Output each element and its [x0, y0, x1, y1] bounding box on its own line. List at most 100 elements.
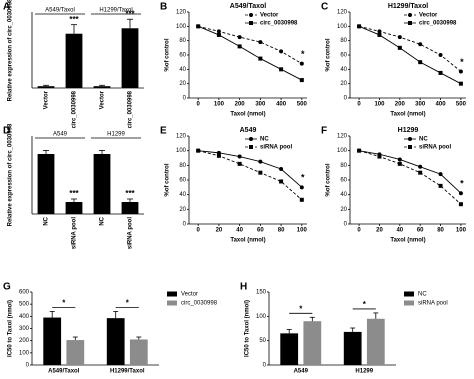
x-tick-label: 100: [214, 102, 225, 108]
y-tick-label: 80: [340, 38, 347, 44]
y-tick-label: 80: [179, 38, 186, 44]
data-point: [237, 35, 242, 40]
data-point: [258, 170, 263, 175]
panel-label: B: [160, 2, 167, 13]
data-point: [237, 154, 242, 159]
data-point: [258, 56, 263, 61]
series-line: [198, 25, 303, 81]
data-point: [258, 159, 263, 164]
panel-label: E: [160, 126, 167, 137]
legend-marker: [249, 137, 253, 141]
data-point: [397, 45, 402, 50]
chart-title: H1299/Taxol: [388, 3, 428, 10]
bar: [129, 339, 148, 365]
x-axis-label: Taxol (nmol): [230, 238, 265, 244]
data-point: [237, 44, 242, 49]
bar: [66, 340, 85, 365]
data-point: [438, 53, 443, 57]
x-tick-label: 20: [216, 228, 223, 234]
panel-label: G: [3, 282, 11, 293]
data-point: [438, 70, 443, 75]
legend-marker: [408, 137, 412, 141]
legend-marker: [249, 13, 253, 17]
data-point: [418, 42, 423, 47]
x-tick-label: 40: [236, 228, 243, 234]
y-tick-label: 120: [176, 134, 187, 140]
y-tick-label: 300: [19, 326, 30, 332]
data-point: [458, 81, 463, 86]
y-tick-label: 80: [340, 163, 347, 169]
x-tick-label: Vector: [100, 90, 106, 109]
legend-label: siRNA pool: [260, 145, 292, 151]
y-tick-label: 60: [179, 178, 186, 184]
y-tick-label: 40: [179, 67, 186, 73]
bar: [106, 318, 125, 365]
y-tick-label: 0: [183, 222, 187, 228]
panel-label: C: [321, 2, 328, 13]
data-point: [216, 32, 221, 37]
data-point: [299, 61, 304, 66]
bar: [343, 331, 362, 365]
bar: [37, 86, 55, 88]
y-tick-label: 20: [340, 207, 347, 213]
x-tick-label: 60: [257, 228, 264, 234]
x-tick-label: 300: [255, 102, 266, 108]
data-point: [258, 40, 263, 45]
data-point: [397, 157, 402, 162]
x-tick-label: Vector: [44, 90, 50, 109]
series-line: [358, 25, 462, 72]
y-axis-label: Relative expression of circ_0030998: [8, 123, 14, 226]
x-tick-label: 80: [437, 228, 444, 234]
bar: [93, 86, 111, 88]
y-tick-label: 20: [340, 81, 347, 87]
legend-marker: [408, 145, 412, 149]
series-line: [198, 150, 303, 188]
x-tick-label: 60: [417, 228, 424, 234]
annotation: *: [299, 304, 303, 313]
group-label: A549: [53, 132, 68, 138]
legend-swatch: [404, 300, 414, 306]
x-tick-label: 500: [456, 102, 467, 108]
data-point: [237, 161, 242, 166]
y-tick-label: 40: [340, 192, 347, 198]
data-point: [377, 29, 382, 34]
x-tick-label: 80: [278, 228, 285, 234]
x-tick-label: 100: [297, 228, 308, 234]
annotation: *: [62, 299, 66, 308]
data-point: [458, 202, 463, 207]
legend-label: Vector: [419, 13, 438, 19]
y-tick-label: 120: [337, 10, 348, 16]
y-tick-label: 400: [19, 314, 30, 320]
y-axis-label: %of control: [326, 163, 332, 196]
data-point: [418, 170, 423, 175]
legend-swatch: [167, 300, 177, 306]
series-line: [198, 150, 303, 201]
data-point: [458, 191, 463, 196]
series-line: [198, 25, 303, 64]
y-tick-label: 100: [176, 24, 187, 30]
y-axis-label: Relative expression of circ_0030998: [8, 0, 14, 101]
group-label: H1299: [107, 132, 125, 138]
legend-label: NC: [418, 292, 427, 298]
y-tick-label: 0: [183, 96, 187, 102]
y-tick-label: 0: [26, 363, 30, 369]
y-axis-label: IC50 to Taxol (nmol): [245, 300, 251, 357]
x-tick-label: 0: [197, 228, 201, 234]
x-tick-label: NC: [44, 216, 50, 225]
x-tick-label: circ_0030998: [72, 90, 78, 128]
annotation: *: [460, 57, 464, 67]
y-tick-label: 100: [337, 148, 348, 154]
legend-swatch: [167, 291, 177, 297]
annotation: ***: [69, 189, 79, 198]
x-tick-label: circ_0030998: [128, 90, 134, 128]
x-tick-label: 40: [396, 228, 403, 234]
panel-label: H: [240, 282, 247, 293]
annotation: *: [460, 179, 464, 189]
x-tick-label: 300: [415, 102, 426, 108]
y-tick-label: 120: [337, 134, 348, 140]
data-point: [438, 183, 443, 188]
bar: [37, 154, 55, 214]
series-line: [358, 150, 462, 205]
x-tick-label: H1299/Taxol: [110, 369, 145, 375]
